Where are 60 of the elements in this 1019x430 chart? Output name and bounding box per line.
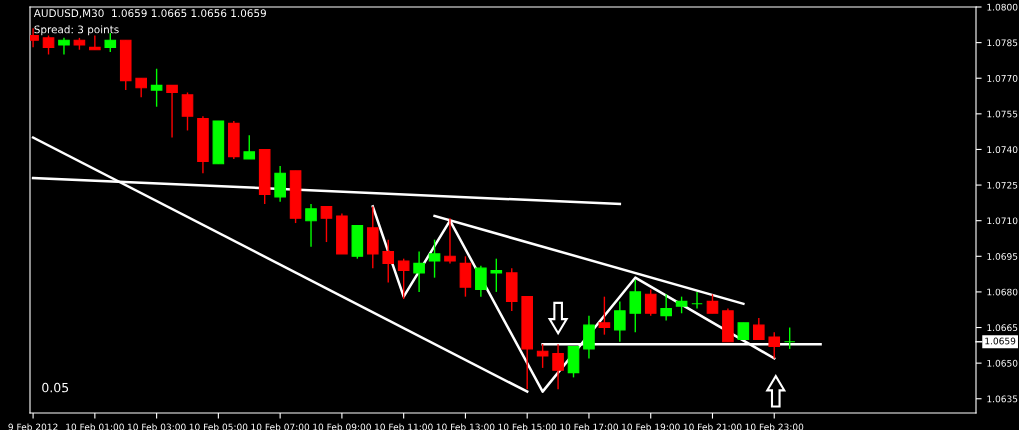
x-tick-label: 10 Feb 19:00 bbox=[622, 423, 680, 430]
candlestick bbox=[243, 134, 256, 160]
y-tick-label: 1.0635 bbox=[987, 395, 1018, 403]
y-tick-label: 1.0800 bbox=[987, 3, 1018, 11]
x-tick-label: 10 Feb 13:00 bbox=[436, 423, 495, 430]
text: Spread: 3 points bbox=[34, 25, 119, 36]
candlestick bbox=[274, 165, 286, 203]
y-tick-label: 1.0755 bbox=[987, 110, 1018, 118]
y-tick-label: 1.0650 bbox=[987, 359, 1018, 367]
x-tick-label: 10 Feb 23:00 bbox=[745, 423, 804, 430]
y-tick-label: 1.0665 bbox=[987, 324, 1018, 332]
candlestick bbox=[428, 238, 441, 279]
candlestick bbox=[444, 217, 456, 265]
y-tick-label: 1.0740 bbox=[987, 146, 1018, 154]
candlestick bbox=[583, 314, 595, 360]
candlestick bbox=[706, 293, 719, 314]
x-tick-label: 10 Feb 15:00 bbox=[498, 423, 557, 430]
candlestick bbox=[397, 257, 410, 300]
candlestick bbox=[181, 91, 194, 132]
x-tick-label: 10 Feb 09:00 bbox=[313, 423, 371, 430]
candlestick bbox=[691, 291, 703, 310]
y-tick-label: 1.0710 bbox=[987, 217, 1018, 225]
x-tick-label: 10 Feb 03:00 bbox=[127, 423, 186, 430]
candlestick bbox=[660, 293, 672, 322]
y-tick-label: 1.0695 bbox=[987, 253, 1018, 260]
candlestick bbox=[536, 343, 549, 369]
x-tick-label: 10 Feb 17:00 bbox=[560, 423, 618, 430]
x-tick-label: 10 Feb 05:00 bbox=[189, 423, 248, 430]
chart-title: AUDUSD,M30 1.0659 1.0665 1.0656 1.0659 bbox=[33, 9, 266, 19]
annotation: 0.05 bbox=[42, 382, 69, 393]
candlestick bbox=[150, 68, 163, 108]
candlestick bbox=[614, 300, 626, 343]
ref-line-label: 1.0659 bbox=[985, 337, 1016, 345]
y-tick-label: 1.0785 bbox=[987, 39, 1018, 47]
candlestick bbox=[783, 326, 796, 350]
candlestick bbox=[752, 317, 765, 341]
candlestick bbox=[644, 288, 657, 317]
candlestick bbox=[305, 203, 317, 248]
candlestick bbox=[598, 295, 611, 336]
candlestick bbox=[768, 331, 781, 360]
y-tick-label: 1.0680 bbox=[987, 288, 1018, 296]
candlestick bbox=[89, 34, 101, 51]
candlestick bbox=[166, 84, 178, 139]
candlestick bbox=[320, 205, 333, 243]
candlestick bbox=[413, 250, 425, 293]
candlestick bbox=[135, 77, 147, 98]
candlestick bbox=[42, 34, 55, 56]
x-tick-label: 10 Feb 21:00 bbox=[683, 423, 742, 430]
candlestick bbox=[382, 238, 395, 284]
candlestick bbox=[459, 255, 472, 298]
candlestick bbox=[490, 257, 503, 293]
y-tick-label: 1.0770 bbox=[987, 74, 1018, 82]
x-tick-label: 9 Feb 2012 bbox=[8, 423, 58, 430]
x-tick-label: 10 Feb 11:00 bbox=[375, 423, 433, 430]
x-tick-label: 10 Feb 01:00 bbox=[66, 423, 124, 430]
candlestick bbox=[629, 279, 642, 333]
x-tick-label: 10 Feb 07:00 bbox=[251, 423, 310, 430]
candlestick bbox=[552, 343, 564, 390]
y-tick-label: 1.0725 bbox=[987, 181, 1018, 189]
candlestick bbox=[475, 265, 487, 298]
